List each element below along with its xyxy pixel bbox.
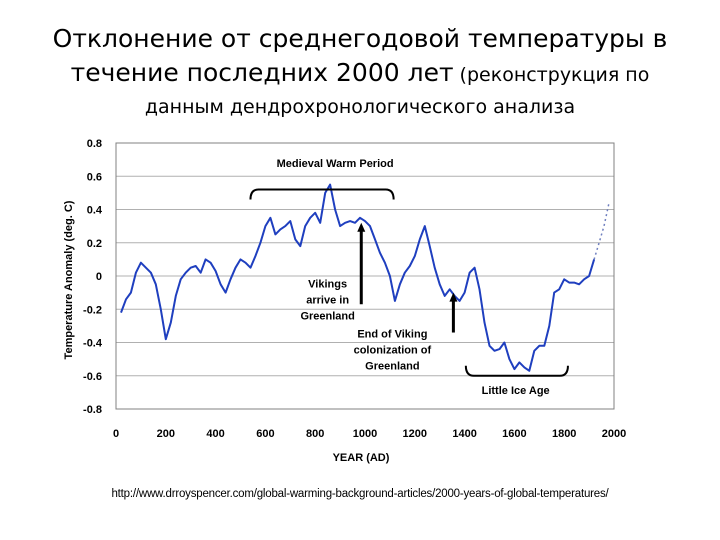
- x-tick-label: 2000: [602, 428, 626, 440]
- x-tick-label: 0: [113, 428, 119, 440]
- x-tick-label: 1200: [403, 428, 427, 440]
- temperature-series-line: [120, 183, 596, 372]
- x-tick-label: 200: [157, 428, 175, 440]
- annotation-arrowhead: [357, 222, 366, 232]
- x-tick-label: 1000: [353, 428, 377, 440]
- period-bracket: [249, 188, 395, 200]
- y-tick-label: 0.4: [87, 205, 103, 217]
- title-line-2-small: (реконструкция по: [453, 64, 650, 86]
- x-tick-label: 1600: [502, 428, 526, 440]
- title-line-1: Отклонение от среднегодовой температуры …: [52, 24, 668, 53]
- annotation-label: End of Viking: [357, 329, 427, 341]
- plot-frame: [115, 142, 615, 410]
- annotation-label: arrive in: [306, 295, 349, 307]
- y-tick-label: -0.8: [83, 404, 102, 416]
- period-bracket: [464, 365, 569, 377]
- annotation-label: colonization of: [354, 345, 432, 357]
- source-url: http://www.drroyspencer.com/global-warmi…: [111, 488, 609, 500]
- y-tick-label: -0.4: [83, 338, 103, 350]
- title-line-2-main: течение последних 2000 лет: [70, 58, 454, 87]
- y-tick-label: 0.8: [87, 138, 102, 150]
- title-line-2: течение последних 2000 лет (реконструкци…: [0, 56, 720, 92]
- annotation-arrowhead: [449, 292, 458, 302]
- y-axis-label: Temperature Anomaly (deg. C): [63, 200, 75, 359]
- y-tick-label: 0.2: [87, 238, 102, 250]
- x-tick-label: 1400: [452, 428, 476, 440]
- annotation-label: Medieval Warm Period: [277, 158, 394, 170]
- annotation-label: Little Ice Age: [482, 385, 550, 397]
- y-tick-label: 0: [96, 271, 102, 283]
- x-axis-label: YEAR (AD): [333, 452, 390, 464]
- slide-title: Отклонение от среднегодовой температуры …: [0, 22, 720, 122]
- x-tick-label: 1800: [552, 428, 576, 440]
- y-tick-label: -0.2: [83, 304, 102, 316]
- recent-dotted-line: [593, 202, 610, 260]
- title-line-3: данным дендрохронологического анализа: [144, 96, 576, 118]
- annotation-label: Greenland: [365, 361, 419, 373]
- y-tick-label: -0.6: [83, 371, 102, 383]
- annotation-label: Vikings: [308, 279, 347, 291]
- y-tick-label: 0.6: [87, 171, 102, 183]
- annotation-label: Greenland: [300, 311, 354, 323]
- x-tick-label: 400: [206, 428, 224, 440]
- x-tick-label: 800: [306, 428, 324, 440]
- x-tick-label: 600: [256, 428, 274, 440]
